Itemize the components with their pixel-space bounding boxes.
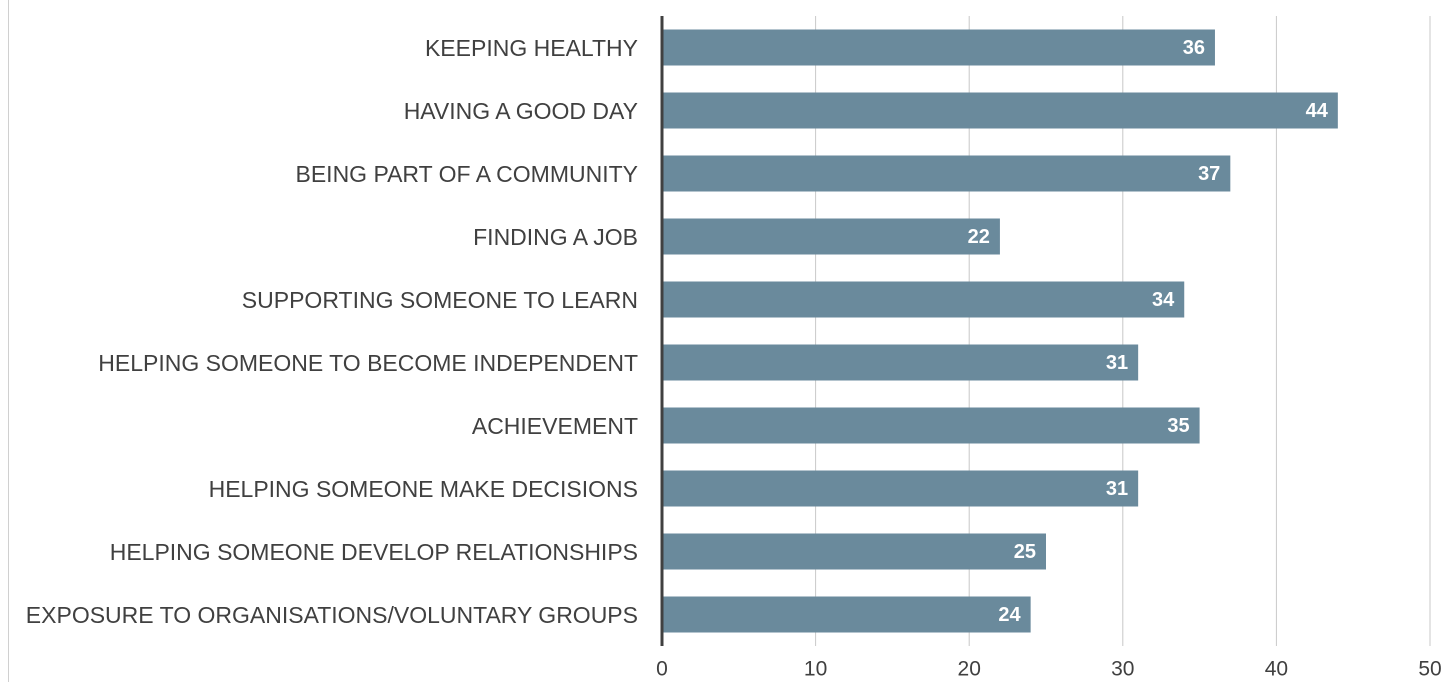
bar [662, 92, 1338, 129]
category-label: SUPPORTING SOMEONE TO LEARN [241, 286, 638, 313]
bar [662, 155, 1231, 192]
category-label: BEING PART OF A COMMUNITY [295, 160, 639, 187]
x-tick-label: 50 [1418, 658, 1441, 681]
bar [662, 596, 1031, 633]
category-label: FINDING A JOB [473, 223, 638, 250]
category-label: HAVING A GOOD DAY [403, 97, 638, 124]
category-label: HELPING SOMEONE DEVELOP RELATIONSHIPS [109, 538, 638, 565]
category-label: ACHIEVEMENT [471, 412, 638, 439]
bar [662, 344, 1139, 381]
value-label: 44 [1306, 100, 1329, 122]
x-tick-label: 30 [1111, 658, 1134, 681]
x-tick-label: 20 [958, 658, 981, 681]
value-label: 37 [1198, 163, 1220, 185]
value-label: 36 [1183, 37, 1205, 59]
bar [662, 407, 1200, 444]
category-label: HELPING SOMEONE MAKE DECISIONS [208, 475, 638, 502]
value-label: 22 [968, 226, 990, 248]
value-label: 35 [1167, 415, 1189, 437]
value-label: 34 [1152, 289, 1175, 311]
bar [662, 29, 1215, 66]
category-label: EXPOSURE TO ORGANISATIONS/VOLUNTARY GROU… [25, 601, 638, 628]
value-label: 31 [1106, 352, 1128, 374]
category-label: HELPING SOMEONE TO BECOME INDEPENDENT [98, 349, 638, 376]
category-label: KEEPING HEALTHY [424, 34, 638, 61]
value-label: 25 [1014, 541, 1036, 563]
bar [662, 533, 1046, 570]
value-label: 24 [998, 604, 1021, 626]
bar [662, 218, 1000, 255]
x-tick-label: 10 [804, 658, 827, 681]
value-label: 31 [1106, 478, 1128, 500]
bar [662, 281, 1185, 318]
bar [662, 470, 1139, 507]
x-tick-label: 40 [1265, 658, 1288, 681]
x-tick-label: 0 [656, 658, 668, 681]
